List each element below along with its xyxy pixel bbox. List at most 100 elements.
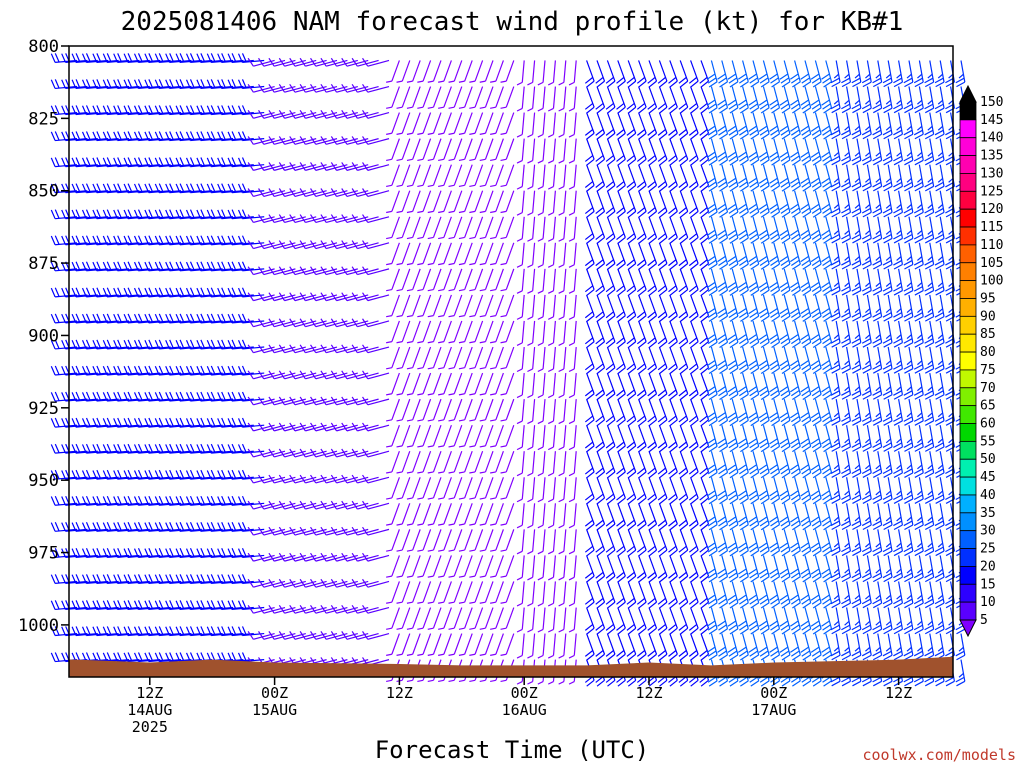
wind-barb [605, 242, 616, 270]
wind-barb [206, 600, 234, 611]
wind-barb [448, 190, 463, 214]
wind-barb [386, 372, 400, 396]
wind-barb [427, 138, 442, 161]
wind-barb [841, 138, 852, 166]
wind-barb [810, 320, 822, 348]
colorbar-label: 70 [980, 381, 996, 396]
wind-barb [386, 242, 400, 266]
wind-barb [769, 294, 781, 322]
wind-barb [882, 60, 893, 88]
wind-barb [789, 477, 801, 505]
wind-barb [547, 503, 556, 529]
wind-barb [769, 268, 781, 296]
wind-barb [50, 495, 78, 506]
wind-barb [636, 555, 647, 583]
wind-barb [758, 242, 770, 270]
wind-barb [351, 318, 379, 328]
wind-barb [584, 555, 595, 583]
wind-barb [81, 79, 109, 90]
wind-barb [102, 548, 130, 558]
wind-barb [893, 268, 904, 296]
wind-barb [133, 652, 161, 663]
wind-barb [861, 138, 872, 166]
wind-barb [537, 373, 546, 399]
wind-barb [406, 164, 421, 188]
wind-barb [386, 581, 400, 604]
wind-barb [448, 451, 463, 474]
wind-barb [417, 112, 432, 135]
wind-barb [737, 60, 749, 88]
wind-barb [558, 346, 567, 373]
wind-barb [448, 503, 463, 526]
wind-barb [217, 313, 244, 324]
wind-barb [810, 451, 822, 479]
wind-barb [727, 86, 739, 114]
wind-barb [469, 190, 484, 214]
wind-barb [458, 372, 473, 396]
wind-barb [527, 555, 536, 581]
wind-barb [913, 399, 924, 426]
wind-barb [934, 581, 945, 609]
wind-barb [406, 503, 421, 526]
wind-barb [165, 209, 192, 220]
wind-barb [810, 268, 822, 296]
wind-barb [727, 164, 739, 192]
wind-barb [448, 294, 463, 318]
wind-barb [165, 600, 192, 611]
wind-barb [830, 633, 841, 661]
wind-barb [913, 86, 924, 114]
wind-barb [537, 399, 546, 425]
wind-barb [165, 53, 192, 63]
wind-barbs-layer [50, 53, 966, 687]
wind-barb [50, 522, 78, 532]
wind-barb [71, 157, 98, 168]
wind-barb [558, 216, 567, 242]
wind-barb [789, 138, 801, 166]
wind-barb [469, 529, 484, 552]
wind-barb [595, 216, 606, 244]
wind-barb [71, 495, 98, 506]
wind-barb [527, 320, 536, 346]
wind-barb [882, 529, 893, 557]
wind-barb [821, 633, 833, 661]
wind-barb [626, 555, 637, 583]
wind-barb [50, 261, 78, 272]
wind-barb [706, 398, 718, 427]
wind-barb [872, 294, 883, 322]
wind-barb [71, 235, 98, 246]
wind-barb [779, 60, 791, 88]
wind-barb [595, 398, 606, 427]
wind-barb [727, 607, 739, 635]
wind-barb [636, 190, 647, 218]
wind-barb [841, 399, 852, 426]
wind-barb [469, 294, 484, 318]
colorbar-box [959, 298, 977, 317]
y-tick-label: 1000 [18, 616, 59, 636]
wind-barb [851, 216, 862, 244]
wind-barb [779, 398, 791, 427]
wind-barb [893, 164, 904, 192]
wind-barb [872, 242, 883, 270]
wind-barb [810, 425, 822, 453]
wind-barb [595, 607, 606, 635]
wind-barb [717, 164, 729, 192]
wind-barb [748, 242, 760, 270]
wind-barb [841, 372, 852, 400]
wind-barb [748, 346, 760, 375]
wind-barb [872, 216, 883, 244]
wind-barb [71, 443, 98, 454]
wind-barb [500, 112, 515, 135]
wind-barb [779, 633, 791, 661]
wind-barb [699, 216, 710, 244]
wind-barb [830, 503, 841, 531]
wind-barb [175, 339, 202, 350]
wind-barb [144, 287, 171, 298]
wind-barb [113, 626, 140, 637]
wind-barb [537, 164, 546, 190]
wind-barb [636, 424, 647, 453]
wind-barb [688, 451, 699, 479]
colorbar-label: 60 [980, 417, 996, 432]
wind-barb [458, 294, 473, 318]
wind-barb [706, 164, 718, 192]
wind-barb [165, 365, 192, 376]
